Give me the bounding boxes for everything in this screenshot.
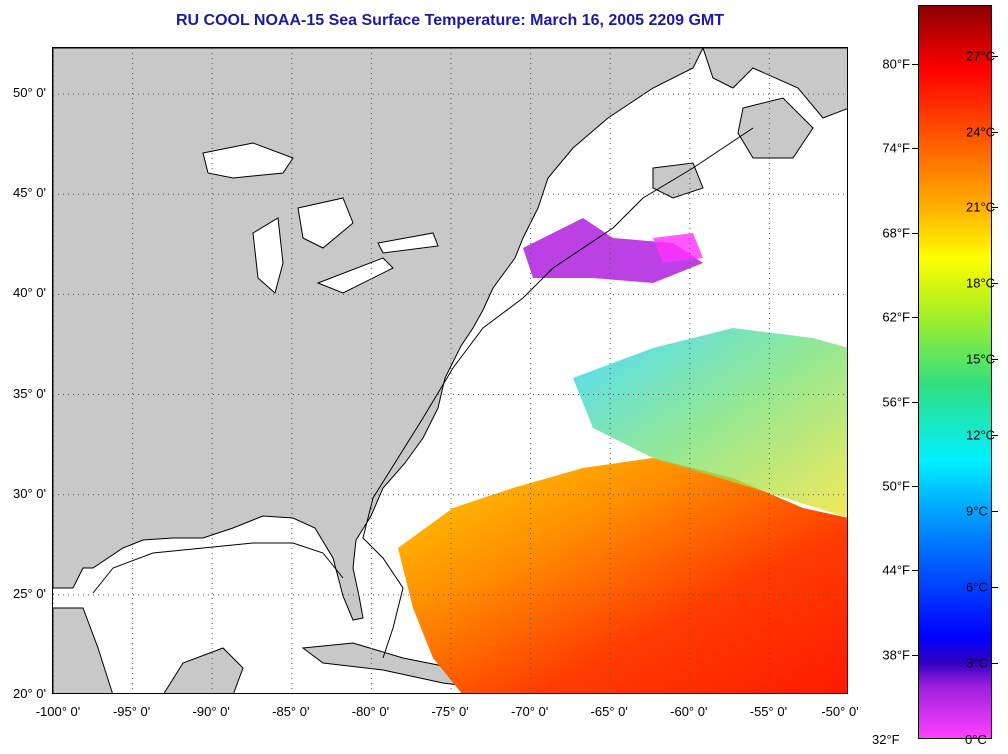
celsius-tick [992,359,998,361]
sst-map [52,47,848,694]
latitude-tick-label: 35° 0' [13,385,46,401]
longitude-tick-label: -100° 0' [35,704,81,719]
celsius-tick-label: 15°C [966,351,996,367]
latitude-tick-label: 40° 0' [13,285,46,301]
latitude-tick-label: 45° 0' [13,185,46,201]
celsius-tick-label: 24°C [966,124,996,140]
longitude-tick-label: -60° 0' [670,704,708,719]
celsius-tick-label: 3°C [966,655,988,671]
celsius-tick-label: 9°C [966,503,988,519]
celsius-tick [992,435,998,437]
celsius-tick-label: 6°C [966,579,988,595]
fahrenheit-tick-label: 38°F [882,647,910,663]
isobath-line [92,127,754,659]
celsius-tick [992,283,998,285]
longitude-tick-label: -80° 0' [351,704,390,719]
chart-title: RU COOL NOAA-15 Sea Surface Temperature:… [175,12,725,29]
celsius-tick [992,663,998,665]
longitude-tick-label: -95° 0' [112,704,151,719]
fahrenheit-tick [912,317,918,319]
fahrenheit-tick-label: 50°F [882,478,910,494]
longitude-tick-label: -55° 0' [749,704,788,719]
sst-field [398,218,847,693]
latitude-tick-label: 20° 0' [13,686,46,701]
temperature-colorbar [918,5,992,739]
latitude-tick-label: 50° 0' [13,85,46,101]
fahrenheit-tick-label: 80°F [882,56,910,72]
celsius-tick-label: 27°C [966,48,996,64]
longitude-tick-label: -70° 0' [510,704,549,719]
longitude-tick-label: -65° 0' [590,704,628,719]
fahrenheit-tick [912,570,918,572]
celsius-tick [992,587,998,589]
fahrenheit-tick-label: 68°F [882,225,910,241]
colorbar-min-c-label: 0°C [965,732,987,747]
celsius-tick [992,55,998,57]
latitude-tick-label: 25° 0' [13,585,46,601]
fahrenheit-tick-label: 56°F [882,394,910,410]
celsius-tick-label: 12°C [966,427,996,443]
fahrenheit-tick-label: 44°F [882,562,910,578]
celsius-tick-label: 21°C [966,199,996,215]
longitude-tick-label: -85° 0' [272,704,310,719]
fahrenheit-tick-label: 62°F [882,309,910,325]
fahrenheit-tick [912,148,918,150]
map-canvas [53,48,847,693]
fahrenheit-tick-label: 74°F [882,140,910,156]
longitude-tick-label: -50° 0' [821,704,859,719]
celsius-tick-label: 18°C [966,275,996,291]
celsius-tick [992,131,998,133]
fahrenheit-tick [912,485,918,487]
great-lakes [202,142,439,294]
fahrenheit-tick [912,232,918,234]
longitude-tick-label: -75° 0' [431,704,469,719]
fahrenheit-tick [912,654,918,656]
longitude-tick-label: -90° 0' [192,704,230,719]
colorbar-min-f-label: 32°F [872,732,900,747]
fahrenheit-tick [912,401,918,403]
celsius-tick [992,511,998,513]
land [53,48,847,693]
latitude-tick-label: 30° 0' [13,485,46,501]
celsius-tick [992,207,998,209]
fahrenheit-tick [912,64,918,66]
